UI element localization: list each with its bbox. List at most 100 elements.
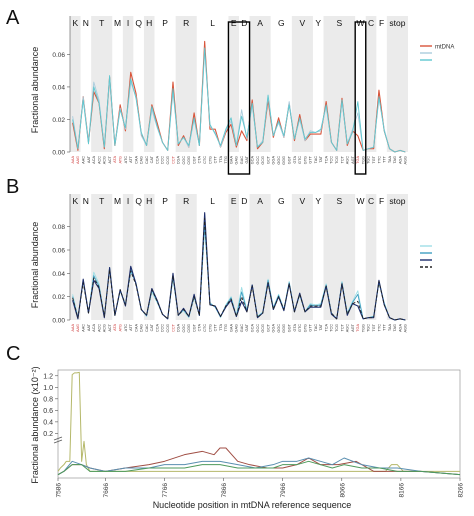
series-line-3 [57, 457, 461, 476]
codon-band [249, 194, 271, 320]
axis-break-mark [53, 436, 63, 441]
y-axis-label-b: Fractional abundance [30, 222, 40, 309]
codon-tick-label: ACC [97, 156, 101, 164]
panel-c: C Fractional abundance (x10⁻²) 0.2 0.4 0.6… [6, 343, 465, 510]
codon-band [291, 194, 313, 320]
codon-tick-label: CGG [187, 156, 191, 165]
amino-acid-label: N [83, 196, 89, 206]
amino-acid-label: S [337, 196, 343, 206]
amino-acid-label: W [356, 18, 364, 28]
legend-a: mtDNA [420, 45, 454, 61]
codon-tick-label: GAC [240, 324, 244, 332]
amino-acid-label: S [337, 18, 343, 28]
codon-tick-label: TCA [324, 156, 328, 164]
codon-tick-label: ACG [103, 324, 107, 332]
amino-acid-label: C [368, 18, 374, 28]
codon-tick-label: TTG [224, 156, 228, 164]
codon-tick-label: ACT [108, 323, 112, 331]
amino-acid-label: K [72, 18, 78, 28]
codon-tick-label: AAC [82, 324, 86, 332]
amino-acid-label: T [99, 196, 104, 206]
amino-acid-label: V [300, 196, 306, 206]
codon-tick-label: GTT [309, 323, 313, 331]
amino-acid-label: Q [135, 196, 142, 206]
y-tick-label: 0.2 [43, 431, 53, 438]
codon-band [70, 194, 81, 320]
amino-acid-label: stop [389, 196, 405, 206]
y-tick-label: 0.02 [52, 117, 65, 124]
codon-tick-label: TTA [219, 324, 223, 331]
codon-tick-label: TGA [356, 156, 360, 164]
codon-tick-label: TGG [361, 156, 365, 164]
codon-tick-label: ATC [124, 156, 128, 164]
x-tick-label: 8266 [458, 483, 465, 498]
y-tick-label: 0.06 [52, 248, 65, 255]
amino-acid-label: I [127, 18, 129, 28]
codon-tick-label: CGA [177, 324, 181, 333]
codon-tick-label: ACA [92, 324, 96, 332]
codon-tick-label: GTG [303, 324, 307, 332]
codon-tick-label: GTT [309, 155, 313, 163]
y-tick-label: 0.08 [52, 224, 65, 231]
codon-tick-label: GCA [251, 156, 255, 165]
codon-tick-label: CAA [134, 156, 138, 164]
codon-tick-label: ACG [103, 156, 107, 164]
codon-tick-label: AGC [346, 324, 350, 332]
series-b [72, 212, 406, 321]
amino-acid-label: K [72, 196, 78, 206]
axes-b: 0.00 0.02 0.04 0.06 0.08 [52, 194, 71, 325]
codon-band [122, 16, 134, 152]
codon-band [228, 16, 239, 152]
codon-tick-label: AAG [76, 324, 80, 332]
axes-c: 0.2 0.4 0.6 0.8 1.0 1.2 7586 7666 7766 7866 7966 80… [43, 369, 465, 498]
codon-tick-label: TCG [335, 324, 339, 332]
axis-break-mark [53, 439, 63, 444]
codon-band [386, 194, 408, 320]
amino-acid-label: G [278, 18, 285, 28]
codon-tick-label: TTC [377, 324, 381, 332]
codon-tick-label: CGG [187, 324, 191, 333]
amino-acid-label: E [231, 196, 237, 206]
codon-tick-label: CGA [177, 156, 181, 165]
codon-tick-label: CAG [140, 324, 144, 332]
codon-tick-label: GGT [287, 323, 291, 332]
codon-tick-label: GGA [272, 156, 276, 165]
x-tick-label: 7966 [280, 483, 287, 498]
amino-acid-label: Y [315, 196, 321, 206]
codon-bands-b [70, 194, 408, 320]
amino-acid-label: L [210, 196, 215, 206]
codon-tick-label: GCG [261, 324, 265, 333]
x-tick-label: 7866 [221, 483, 228, 498]
x-tick-label: 7586 [56, 483, 63, 498]
axes-a: 0.00 0.02 0.04 0.06 [52, 16, 71, 157]
x-tick-label: 7666 [103, 483, 110, 498]
codon-tick-label: TGC [367, 324, 371, 332]
codon-tick-label: TTA [219, 156, 223, 163]
amino-acid-label: R [183, 18, 189, 28]
codon-tick-label: TTC [377, 156, 381, 164]
codon-tick-label: ATT [129, 155, 133, 163]
codon-bands-a [70, 16, 408, 152]
series-c [57, 371, 461, 476]
codon-tick-label: AGC [346, 156, 350, 164]
codon-tick-labels-a: AAA AAG AAC AAT ACA ACC ACG ACT ATA ATG ATC ATT CAA C… [71, 155, 408, 165]
codon-tick-label: GAC [240, 156, 244, 164]
codon-tick-label: TAA [388, 156, 392, 164]
codon-tick-label: TTT [383, 155, 387, 163]
codon-tick-label: TAT [319, 323, 323, 330]
codon-tick-label: GAA [229, 156, 233, 164]
codon-tick-label: AGG [404, 156, 408, 164]
codon-band [122, 194, 134, 320]
codon-tick-label: CTA [198, 156, 202, 164]
y-tick-label: 0.04 [52, 84, 65, 91]
codon-tick-label: TCT [340, 323, 344, 331]
codon-tick-label: TCG [335, 156, 339, 164]
codon-tick-label: CCA [155, 324, 159, 332]
codon-tick-label: CTC [203, 324, 207, 332]
amino-acid-label: T [99, 18, 104, 28]
codon-tick-labels-b: AAA AAG AAC AAT ACA ACC ACG ACT ATA ATG ATC ATT CAA C… [71, 323, 408, 333]
highlight-box [227, 21, 251, 175]
